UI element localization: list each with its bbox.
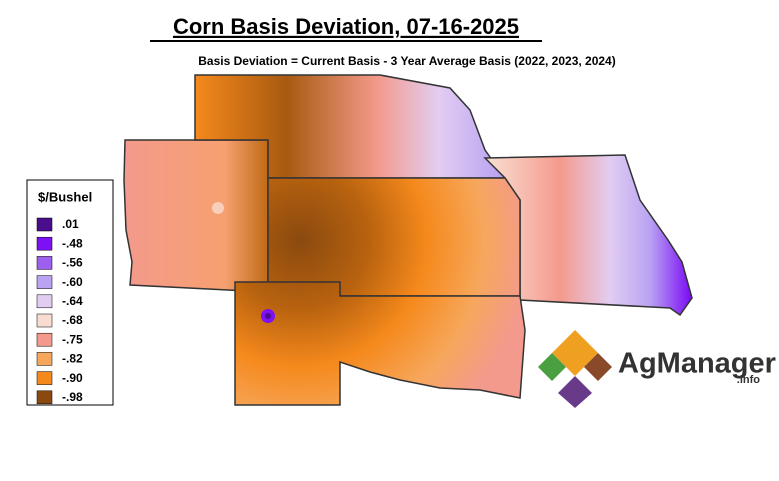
hotspot-core	[265, 313, 271, 319]
legend-swatch	[36, 294, 53, 309]
legend-swatch	[36, 390, 53, 405]
legend-box	[26, 179, 114, 406]
colorado	[123, 139, 269, 293]
legend-label: -.60	[62, 275, 83, 289]
title: Corn Basis Deviation, 07-16-2025	[173, 14, 519, 39]
legend-swatch	[36, 275, 53, 289]
subtitle: Basis Deviation = Current Basis - 3 Year…	[198, 54, 615, 68]
legend-swatch	[36, 313, 53, 328]
legend-label: -.64	[62, 294, 83, 308]
logo-diamond	[558, 376, 592, 408]
legend-swatch	[36, 371, 53, 385]
legend-items: .01 -.48 -.56 -.60 -.64 -.68 -.75 -.82 -.90 -.98	[36, 217, 83, 405]
legend-label: .01	[62, 217, 79, 231]
legend-label: -.68	[62, 313, 83, 327]
logo-diamond	[538, 353, 566, 381]
logo-diamond	[584, 353, 612, 381]
legend-label: -.82	[62, 352, 83, 366]
legend-swatch	[36, 352, 53, 366]
hotspot	[212, 202, 224, 214]
kansas	[267, 177, 521, 297]
legend-label: -.98	[62, 390, 83, 404]
legend-swatch	[36, 236, 53, 251]
map	[123, 74, 693, 406]
oklahoma	[234, 281, 526, 406]
legend-swatch	[36, 217, 53, 232]
legend-label: -.48	[62, 236, 83, 250]
legend-swatch	[36, 332, 53, 347]
legend-title: $/Bushel	[38, 189, 92, 204]
legend-swatch	[36, 256, 53, 270]
legend-label: -.75	[62, 332, 83, 346]
logo: AgManager .info	[538, 330, 776, 408]
logo-suffix: .info	[737, 374, 760, 386]
logo-name: AgManager	[618, 348, 776, 380]
legend-label: -.90	[62, 371, 83, 385]
legend-label: -.56	[62, 256, 83, 270]
